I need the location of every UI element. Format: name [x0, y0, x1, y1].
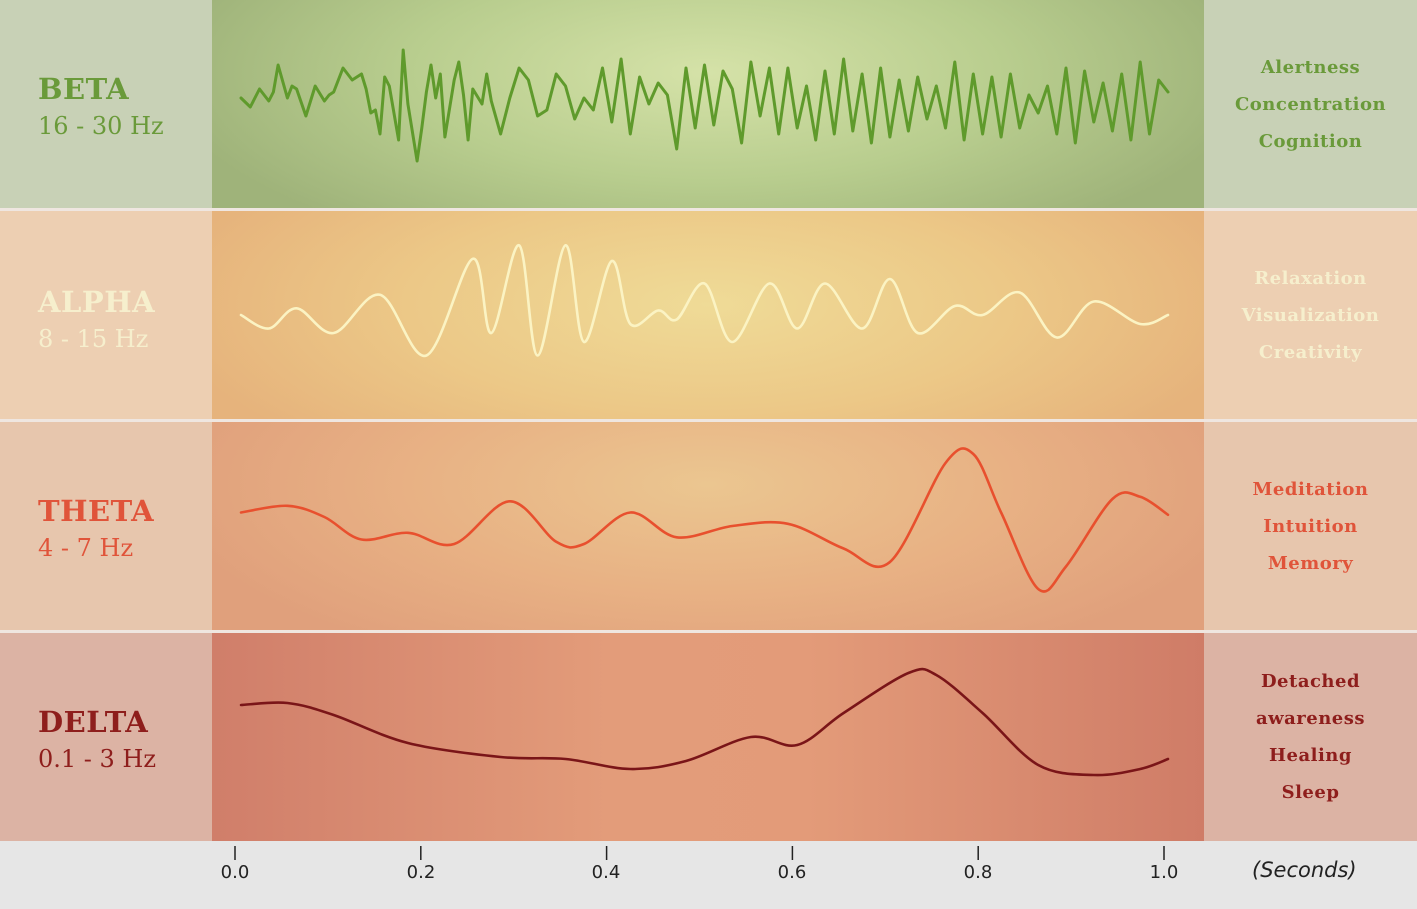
- effect-meditation: Meditation: [1252, 478, 1369, 500]
- band-theta-range: 4 - 7 Hz: [38, 534, 134, 562]
- x-tick-label: 0.8: [963, 862, 993, 883]
- x-tick-label: 0.4: [591, 862, 621, 883]
- band-divider: [0, 419, 1417, 422]
- x-tick-label: 1.0: [1149, 862, 1179, 883]
- effect-relaxation: Relaxation: [1254, 267, 1367, 289]
- effect-cognition: Cognition: [1258, 130, 1363, 152]
- band-delta-range: 0.1 - 3 Hz: [38, 745, 157, 773]
- band-alpha-label-panel: ALPHA 8 - 15 Hz: [0, 211, 212, 419]
- band-theta-effects: Meditation Intuition Memory: [1204, 422, 1417, 630]
- band-divider: [0, 630, 1417, 633]
- band-theta: THETA 4 - 7 Hz Meditation Intuition Memo…: [0, 422, 1417, 630]
- effect-detached: Detached: [1260, 671, 1361, 692]
- x-tick-label: 0.6: [777, 862, 807, 883]
- wave-line-beta: [239, 48, 1170, 163]
- band-alpha: ALPHA 8 - 15 Hz Relaxation Visualization…: [0, 211, 1417, 419]
- band-alpha-range: 8 - 15 Hz: [38, 325, 149, 353]
- wave-line-delta: [239, 667, 1170, 777]
- effect-sleep: Sleep: [1281, 782, 1340, 803]
- effect-visualization: Visualization: [1241, 304, 1380, 326]
- x-tick-label: 0.2: [406, 862, 436, 883]
- band-delta-effects: Detached awareness Healing Sleep: [1204, 633, 1417, 841]
- band-beta: BETA 16 - 30 Hz Alertness Concentration …: [0, 0, 1417, 208]
- effect-intuition: Intuition: [1263, 515, 1358, 537]
- effect-concentration: Concentration: [1234, 93, 1387, 115]
- x-axis-unit-label: (Seconds): [1252, 858, 1357, 882]
- band-beta-range: 16 - 30 Hz: [38, 112, 164, 140]
- band-delta-plot-area: [212, 633, 1204, 841]
- band-theta-name: THETA: [38, 494, 155, 528]
- effect-memory: Memory: [1267, 552, 1354, 574]
- band-delta: DELTA 0.1 - 3 Hz Detached awareness Heal…: [0, 633, 1417, 841]
- effect-awareness: awareness: [1255, 708, 1366, 729]
- wave-line-theta: [239, 447, 1170, 593]
- band-theta-plot-area: [212, 422, 1204, 630]
- band-beta-effects: Alertness Concentration Cognition: [1204, 0, 1417, 208]
- effect-creativity: Creativity: [1258, 341, 1363, 363]
- x-axis-area: [0, 843, 1417, 909]
- band-alpha-name: ALPHA: [38, 285, 156, 319]
- band-beta-label-panel: BETA 16 - 30 Hz: [0, 0, 212, 208]
- band-theta-label-panel: THETA 4 - 7 Hz: [0, 422, 212, 630]
- band-alpha-effects: Relaxation Visualization Creativity: [1204, 211, 1417, 419]
- x-tick-label: 0.0: [220, 862, 250, 883]
- band-beta-plot-area: [212, 0, 1204, 208]
- band-delta-name: DELTA: [38, 705, 149, 739]
- effect-alertness: Alertness: [1260, 56, 1361, 78]
- effect-healing: Healing: [1269, 745, 1352, 766]
- band-beta-name: BETA: [38, 72, 130, 106]
- band-divider: [0, 208, 1417, 211]
- wave-line-alpha: [239, 243, 1170, 357]
- band-delta-label-panel: DELTA 0.1 - 3 Hz: [0, 633, 212, 841]
